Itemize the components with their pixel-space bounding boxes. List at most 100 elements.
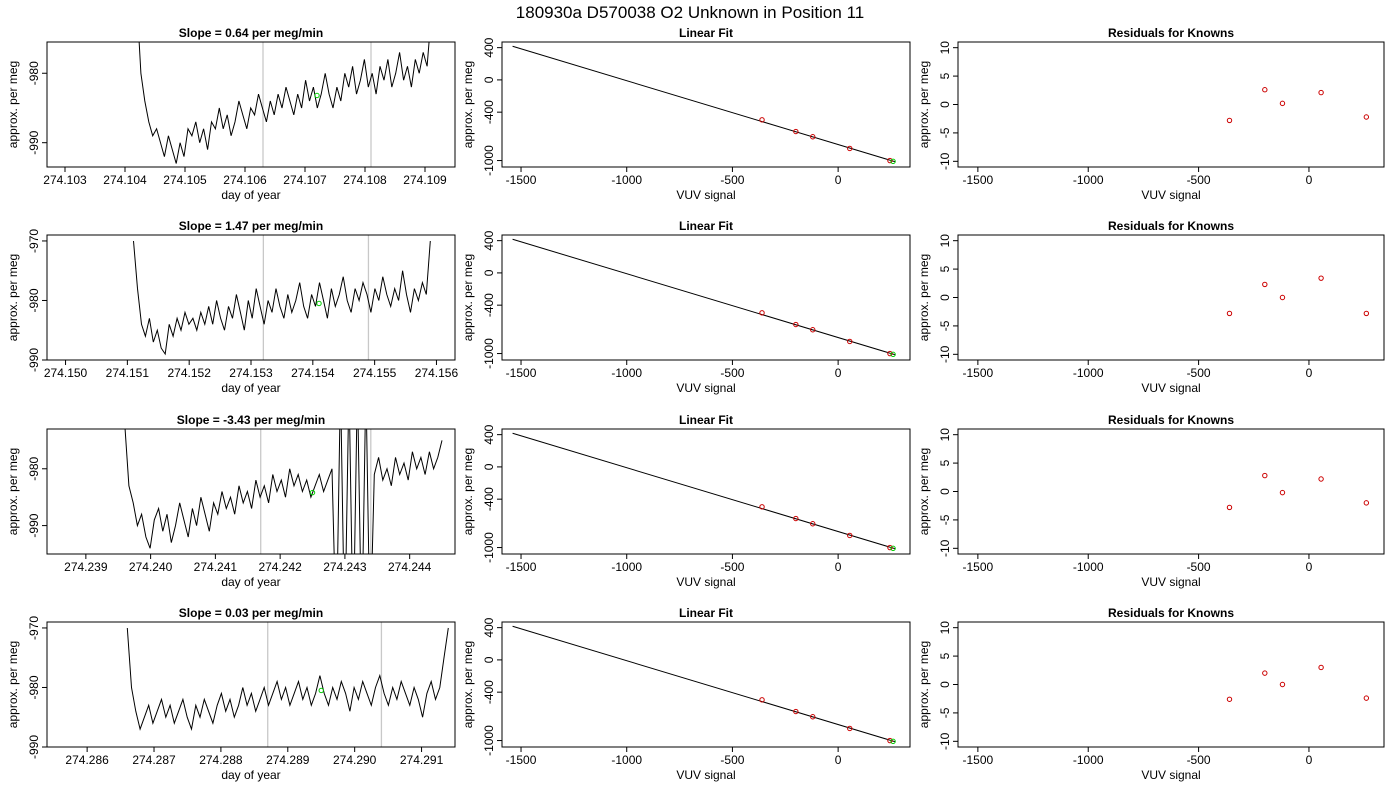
y-tick-label: -990 [27, 130, 41, 154]
y-tick-label: 10 [938, 428, 952, 442]
plot-area [124, 429, 443, 554]
plot-area [512, 238, 896, 358]
known-point [847, 338, 853, 345]
x-tick-label: -1500 [506, 753, 537, 767]
plot-frame [957, 428, 1385, 555]
unknown-point [890, 158, 896, 165]
plot-area [1226, 472, 1370, 511]
x-tick-label: 274.239 [64, 560, 108, 574]
y-tick-label: -400 [482, 680, 496, 704]
panel-2-2: Residuals for Knowns VUV signal approx. pe… [917, 413, 1385, 589]
plot-area [512, 432, 896, 552]
panel-title: Slope = -3.43 per meg/min [177, 413, 325, 427]
y-axis-label: approx. per meg [6, 61, 20, 148]
x-tick-label: 274.150 [44, 366, 88, 380]
x-tick-label: 274.241 [194, 560, 238, 574]
unknown-point [890, 545, 896, 552]
plot-frame [501, 234, 911, 361]
x-tick-label: -500 [1187, 753, 1211, 767]
y-tick-label: -5 [938, 707, 952, 718]
x-tick-label: 274.242 [258, 560, 302, 574]
y-tick-label: 5 [938, 72, 952, 79]
unknown-point [309, 489, 316, 496]
series-line [138, 42, 430, 164]
y-tick-label: -970 [27, 229, 41, 253]
known-point [759, 310, 765, 316]
known-point [1226, 504, 1233, 511]
x-axis-label: VUV signal [676, 188, 735, 202]
plot-area [512, 625, 896, 745]
x-axis-label: VUV signal [1141, 575, 1200, 589]
x-tick-label: 0 [835, 753, 842, 767]
x-tick-label: 274.288 [199, 753, 243, 767]
known-point [847, 532, 853, 539]
known-point [810, 521, 816, 527]
panel-title: Residuals for Knowns [1108, 413, 1234, 427]
plot-area [138, 42, 430, 167]
x-tick-label: 274.291 [400, 753, 444, 767]
unknown-point [318, 687, 324, 694]
fit-line [512, 45, 896, 163]
y-axis-label: approx. per meg [917, 641, 931, 728]
x-tick-label: 274.151 [106, 366, 150, 380]
known-point [1363, 114, 1370, 120]
x-tick-label: -500 [1187, 560, 1211, 574]
x-tick-label: 0 [1306, 560, 1313, 574]
known-point [1262, 472, 1268, 479]
y-axis-label: approx. per meg [917, 61, 931, 148]
x-tick-label: -500 [720, 560, 744, 574]
known-point [887, 737, 893, 744]
x-tick-label: -1000 [611, 560, 642, 574]
x-tick-label: -1500 [963, 366, 994, 380]
y-tick-label: 400 [482, 424, 496, 444]
known-point [1279, 681, 1286, 688]
plot-area [133, 235, 431, 360]
known-point [1262, 87, 1268, 93]
plot-frame [46, 234, 456, 361]
x-tick-label: 274.240 [129, 560, 173, 574]
y-tick-label: -5 [938, 127, 952, 138]
panel-3-0: Slope = 0.03 per meg/min day of year appro… [6, 606, 456, 782]
y-tick-label: 400 [482, 230, 496, 250]
panel-title: Slope = 1.47 per meg/min [179, 219, 323, 233]
x-tick-label: 274.154 [291, 366, 335, 380]
x-tick-label: -500 [1187, 173, 1211, 187]
y-tick-label: -10 [938, 345, 952, 363]
unknown-point [316, 300, 322, 307]
y-tick-label: -400 [482, 487, 496, 511]
plot-area [1226, 87, 1370, 124]
known-point [759, 117, 765, 123]
plot-frame [957, 234, 1385, 361]
x-tick-label: -1000 [1073, 753, 1104, 767]
x-axis-label: VUV signal [676, 768, 735, 782]
known-point [1318, 275, 1324, 281]
panel-grid: Slope = 0.64 per meg/min day of year appro… [6, 26, 1385, 782]
y-tick-label: -970 [27, 616, 41, 640]
y-tick-label: -1000 [482, 532, 496, 563]
x-tick-label: -1500 [963, 753, 994, 767]
y-axis-label: approx. per meg [461, 254, 475, 341]
y-tick-label: 400 [482, 37, 496, 57]
y-tick-label: 5 [938, 265, 952, 272]
x-tick-label: 274.153 [229, 366, 273, 380]
x-axis-label: day of year [221, 575, 280, 589]
x-tick-label: 274.156 [415, 366, 459, 380]
fit-line [512, 625, 896, 743]
x-tick-label: 274.155 [353, 366, 397, 380]
x-axis-label: day of year [221, 381, 280, 395]
x-tick-label: -1000 [1073, 560, 1104, 574]
panel-1-1: Linear Fit VUV signal approx. per meg -1500… [461, 219, 911, 395]
y-axis-label: approx. per meg [6, 641, 20, 728]
y-axis-label: approx. per meg [6, 448, 20, 535]
x-tick-label: -500 [720, 366, 744, 380]
x-tick-label: 0 [1306, 753, 1313, 767]
x-axis-label: day of year [221, 768, 280, 782]
known-point [887, 544, 893, 551]
panel-title: Residuals for Knowns [1108, 219, 1234, 233]
x-tick-label: 0 [1306, 173, 1313, 187]
plot-area [1226, 664, 1370, 702]
x-axis-label: VUV signal [676, 575, 735, 589]
y-tick-label: 0 [482, 656, 496, 663]
x-tick-label: -500 [720, 753, 744, 767]
